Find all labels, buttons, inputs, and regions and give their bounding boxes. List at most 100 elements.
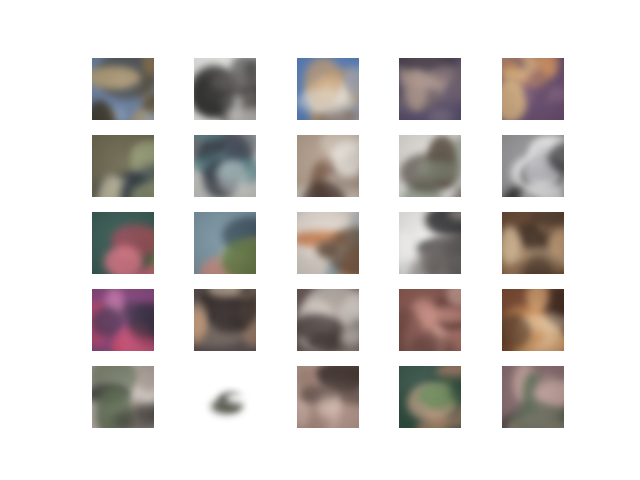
tile-r3-c1 — [92, 212, 154, 274]
tile-r3-c5 — [502, 212, 564, 274]
tile-shade — [194, 289, 256, 351]
texture-blob — [519, 181, 564, 197]
tile-r3-c4 — [399, 212, 461, 274]
texture-blob — [217, 157, 256, 185]
texture-blob — [502, 58, 519, 80]
texture-blob — [406, 69, 427, 113]
tile-r5-c4 — [399, 366, 461, 428]
texture-blob — [315, 105, 357, 120]
tile-shade — [92, 289, 154, 351]
texture-blob — [428, 109, 454, 120]
texture-blob — [449, 374, 461, 406]
texture-blob — [299, 384, 337, 406]
texture-blob — [531, 212, 564, 227]
texture-blob — [548, 141, 564, 174]
texture-blob — [335, 390, 359, 405]
tile-shade — [399, 58, 461, 120]
texture-blob — [548, 229, 564, 260]
tile-shade — [297, 212, 359, 274]
tile-shade — [194, 135, 256, 197]
tile-r3-c3 — [297, 212, 359, 274]
tile-r5-c1 — [92, 366, 154, 428]
texture-blob — [433, 65, 457, 82]
texture-blob — [303, 58, 342, 108]
texture-blob — [416, 416, 447, 428]
tile-shade — [399, 212, 461, 274]
texture-blob — [297, 89, 355, 114]
tile-shade — [502, 289, 564, 351]
tile-r1-c1 — [92, 58, 154, 120]
texture-blob — [417, 328, 437, 351]
tile-r2-c3 — [297, 135, 359, 197]
tile-shade — [502, 212, 564, 274]
tile-r2-c5 — [502, 135, 564, 197]
tile-r4-c2 — [194, 289, 256, 351]
texture-blob — [531, 70, 550, 105]
texture-blob — [330, 139, 359, 177]
texture-blob — [340, 328, 359, 351]
texture-blob — [502, 225, 522, 266]
texture-blob — [94, 387, 134, 428]
tile-r5-c3 — [297, 366, 359, 428]
tile-r1-c4 — [399, 58, 461, 120]
texture-blob — [399, 229, 413, 274]
texture-blob — [523, 87, 564, 102]
texture-blob — [301, 181, 346, 197]
texture-blob — [417, 159, 461, 182]
tile-shade — [92, 58, 154, 120]
texture-blob — [344, 64, 359, 97]
texture-blob — [140, 368, 154, 402]
tile-r3-c2 — [194, 212, 256, 274]
tile-shade — [297, 58, 359, 120]
tile-r1-c2 — [194, 58, 256, 120]
texture-blob — [502, 67, 529, 87]
texture-blob — [92, 99, 115, 120]
texture-blob — [519, 257, 555, 274]
tile-shade — [502, 135, 564, 197]
tile-shade — [297, 289, 359, 351]
tile-shade — [194, 58, 256, 120]
tile-r1-c5 — [502, 58, 564, 120]
texture-blob — [297, 314, 344, 341]
tile-shade — [92, 135, 154, 197]
tile-shade — [399, 135, 461, 197]
tile-r4-c1 — [92, 289, 154, 351]
texture-blob — [206, 289, 242, 297]
texture-blob — [92, 65, 142, 90]
texture-blob — [417, 307, 461, 323]
tile-shade — [194, 212, 256, 274]
texture-blob — [502, 79, 527, 120]
texture-blob — [143, 94, 154, 120]
tile-r2-c1 — [92, 135, 154, 197]
tile-shade — [399, 289, 461, 351]
tile-r1-c3 — [297, 58, 359, 120]
texture-blob — [445, 289, 461, 308]
texture-blob — [134, 399, 154, 423]
tile-shade — [399, 366, 461, 428]
tile-shade — [92, 366, 154, 428]
texture-blob — [99, 108, 129, 120]
texture-blob — [213, 318, 249, 333]
texture-blob — [448, 212, 461, 222]
tile-r4-c4 — [399, 289, 461, 351]
texture-blob — [536, 380, 564, 406]
tile-r4-c3 — [297, 289, 359, 351]
texture-blob — [224, 392, 256, 404]
texture-blob — [142, 58, 154, 76]
tile-shade — [297, 366, 359, 428]
tile-r2-c2 — [194, 135, 256, 197]
tile-r5-c5 — [502, 366, 564, 428]
texture-blob — [113, 408, 154, 428]
texture-blob — [537, 58, 560, 78]
tile-r4-c5 — [502, 289, 564, 351]
texture-blob — [450, 58, 461, 98]
tile-shade — [297, 135, 359, 197]
texture-blob — [208, 71, 256, 91]
tile-shade — [502, 58, 564, 120]
texture-blob — [194, 308, 206, 338]
texture-blob — [525, 289, 550, 313]
texture-blob — [216, 158, 249, 195]
tile-r2-c4 — [399, 135, 461, 197]
texture-blob — [134, 366, 154, 393]
